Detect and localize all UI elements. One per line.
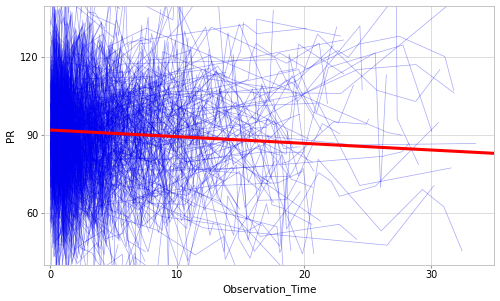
X-axis label: Observation_Time: Observation_Time (222, 284, 316, 296)
Y-axis label: PR: PR (6, 129, 16, 142)
